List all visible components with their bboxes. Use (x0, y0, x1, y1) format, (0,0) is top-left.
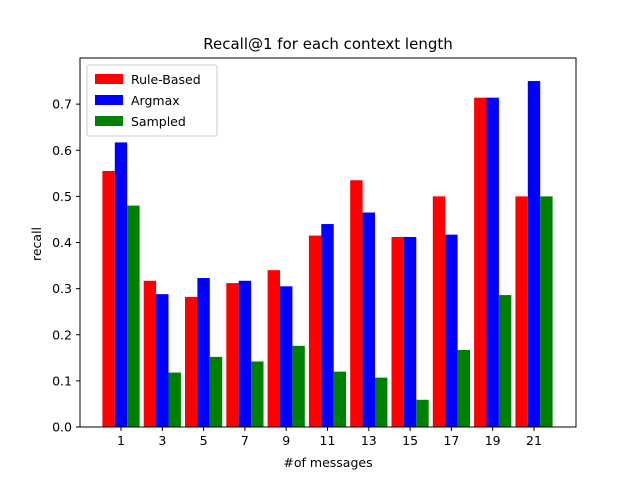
bar-sampled-9 (292, 345, 305, 427)
y-tick-label-0.3: 0.3 (52, 281, 72, 296)
bar-rule-based-7 (226, 283, 239, 427)
bar-argmax-15 (403, 236, 417, 427)
y-axis-label: recall (29, 227, 44, 261)
x-tick-label-5: 5 (200, 433, 208, 448)
y-tick-label-0.2: 0.2 (52, 327, 72, 342)
legend-label-argmax: Argmax (131, 93, 180, 108)
bar-sampled-5 (209, 356, 223, 427)
bar-argmax-21 (527, 81, 541, 427)
x-tick-label-1: 1 (117, 433, 125, 448)
bar-argmax-5 (197, 278, 210, 427)
bar-rule-based-5 (185, 296, 198, 427)
legend: Rule-Based Argmax Sampled (86, 64, 218, 137)
x-tick-label-15: 15 (402, 433, 418, 448)
y-tick-label-0.0: 0.0 (52, 420, 72, 435)
bar-argmax-9 (280, 286, 293, 427)
bar-rule-based-9 (267, 270, 280, 427)
x-tick-label-17: 17 (443, 433, 459, 448)
legend-label-rule-based: Rule-Based (131, 72, 201, 87)
legend-swatch-argmax (95, 95, 123, 105)
y-tick-label-0.6: 0.6 (52, 143, 72, 158)
bar-sampled-19 (498, 295, 512, 427)
bar-rule-based-21 (515, 196, 528, 428)
bar-argmax-3 (156, 294, 169, 427)
bar-sampled-3 (168, 372, 181, 427)
bar-sampled-1 (127, 205, 140, 427)
bar-argmax-17 (445, 234, 458, 427)
bar-rule-based-1 (102, 171, 115, 427)
bar-argmax-7 (238, 280, 252, 427)
bar-rule-based-11 (308, 235, 322, 427)
bar-rule-based-15 (391, 236, 404, 427)
legend-swatch-sampled (95, 116, 123, 126)
ticks-layer: 1 3 5 7 9 11 13 15 17 19 210.00.10.20.30.40.50.60.… (52, 97, 542, 448)
legend-swatch-rule-based (95, 74, 123, 84)
bar-argmax-1 (114, 142, 128, 427)
y-tick-label-0.7: 0.7 (52, 97, 72, 112)
y-tick-label-0.1: 0.1 (52, 373, 72, 388)
bar-sampled-11 (333, 371, 347, 427)
bar-sampled-7 (251, 361, 264, 427)
x-tick-label-9: 9 (282, 433, 290, 448)
bar-rule-based-17 (432, 196, 446, 428)
x-tick-label-19: 19 (485, 433, 501, 448)
bar-argmax-19 (486, 97, 499, 428)
chart-title: Recall@1 for each context length (203, 35, 453, 53)
plot-frame (79, 57, 577, 428)
bar-sampled-13 (375, 377, 388, 427)
bar-argmax-13 (362, 212, 375, 427)
bar-sampled-15 (416, 399, 429, 427)
x-tick-label-11: 11 (320, 433, 336, 448)
bar-sampled-21 (540, 196, 553, 428)
bar-rule-based-3 (143, 280, 157, 427)
x-tick-label-21: 21 (526, 433, 542, 448)
x-axis-label: #of messages (283, 455, 372, 470)
bar-rule-based-13 (350, 180, 363, 427)
bar-sampled-17 (457, 349, 470, 427)
x-tick-label-3: 3 (158, 433, 166, 448)
bar-argmax-11 (321, 224, 334, 427)
x-tick-label-7: 7 (241, 433, 249, 448)
legend-label-sampled: Sampled (131, 114, 186, 129)
bars-layer (102, 81, 553, 428)
x-tick-label-13: 13 (361, 433, 377, 448)
y-tick-label-0.4: 0.4 (52, 235, 72, 250)
bar-rule-based-19 (474, 97, 487, 428)
y-tick-label-0.5: 0.5 (52, 189, 72, 204)
